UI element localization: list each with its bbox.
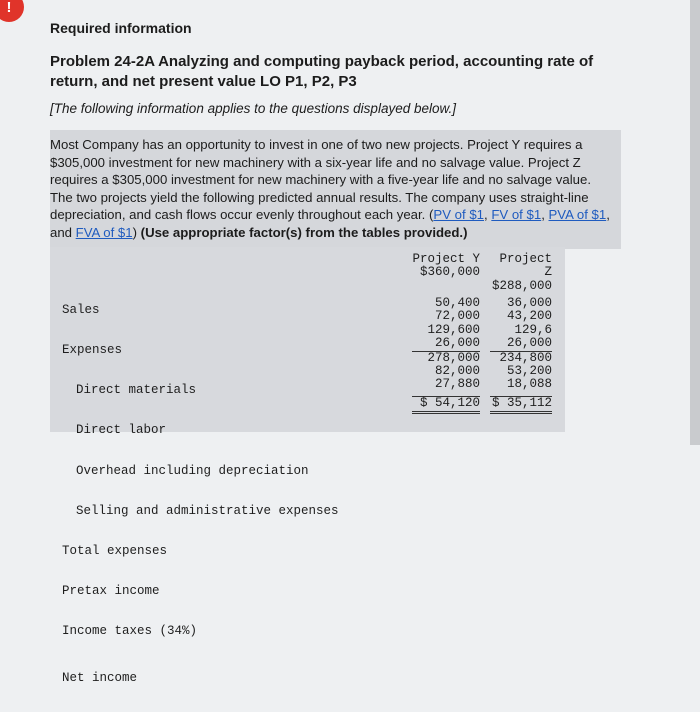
fva-of-1-link[interactable]: FVA of $1 (75, 224, 133, 240)
fv-of-1-link[interactable]: FV of $1 (491, 207, 542, 222)
table-cell: 72,000 (434, 309, 480, 324)
table-cell: 53,200 (506, 363, 552, 378)
project-y-values: 50,400 72,000 129,600 26,000 278,000 82,… (412, 296, 480, 414)
info-note: [The following information applies to th… (50, 101, 456, 116)
pva-of-1-link[interactable]: PVA of $1 (548, 207, 607, 222)
expenses-label: Expenses (62, 343, 123, 358)
table-cell: 129,6 (514, 322, 552, 337)
scrollbar[interactable] (690, 0, 700, 445)
income-statement-table: Project Y $360,000 Project Z $288,000 Sa… (50, 247, 565, 685)
row-labels: Sales Expenses Direct materials Direct l… (62, 277, 339, 712)
table-cell: 82,000 (434, 363, 480, 378)
project-z-sales: $288,000 (491, 278, 552, 293)
table-cell: 129,600 (427, 322, 480, 337)
table-cell: $ 54,120 (412, 395, 480, 414)
selling-admin-label: Selling and administrative expenses (76, 503, 339, 518)
table-cell: 36,000 (506, 296, 552, 310)
table-cell: $ 35,112 (490, 395, 552, 414)
project-y-header: Project Y $360,000 (412, 252, 480, 280)
problem-info-box: Most Company has an opportunity to inves… (50, 130, 621, 249)
total-expenses-label: Total expenses (62, 544, 168, 559)
net-income-label: Net income (62, 670, 138, 685)
direct-labor-label: Direct labor (76, 423, 167, 438)
table-cell: 26,000 (434, 336, 480, 351)
problem-title: Problem 24-2A Analyzing and computing pa… (50, 53, 594, 90)
income-taxes-label: Income taxes (34%) (62, 624, 198, 639)
required-information-heading: Required information (50, 20, 192, 36)
table-cell: 18,088 (506, 377, 552, 392)
pv-of-1-link[interactable]: PV of $1 (433, 207, 484, 222)
problem-description: Most Company has an opportunity to inves… (50, 137, 591, 222)
sales-label: Sales (62, 302, 100, 317)
table-cell: 43,200 (506, 309, 552, 324)
table-cell: 50,400 (434, 296, 480, 310)
project-y-sales: $360,000 (419, 265, 480, 280)
table-cell: 26,000 (506, 336, 552, 351)
project-z-values: 36,000 43,200 129,6 26,000 234,800 53,20… (490, 296, 552, 414)
project-z-header: Project Z $288,000 (491, 252, 552, 293)
overhead-label: Overhead including depreciation (76, 463, 309, 478)
table-cell: 278,000 (412, 350, 480, 365)
pretax-income-label: Pretax income (62, 584, 160, 599)
instruction-text: (Use appropriate factor(s) from the tabl… (140, 224, 468, 240)
alert-icon: ! (0, 0, 24, 22)
table-cell: 27,880 (434, 377, 480, 392)
problem-text: Most Company has an opportunity to inves… (50, 137, 610, 240)
problem-content: Required information Problem 24-2A Analy… (50, 20, 621, 249)
table-cell: 234,800 (490, 350, 552, 365)
direct-materials-label: Direct materials (76, 383, 197, 398)
